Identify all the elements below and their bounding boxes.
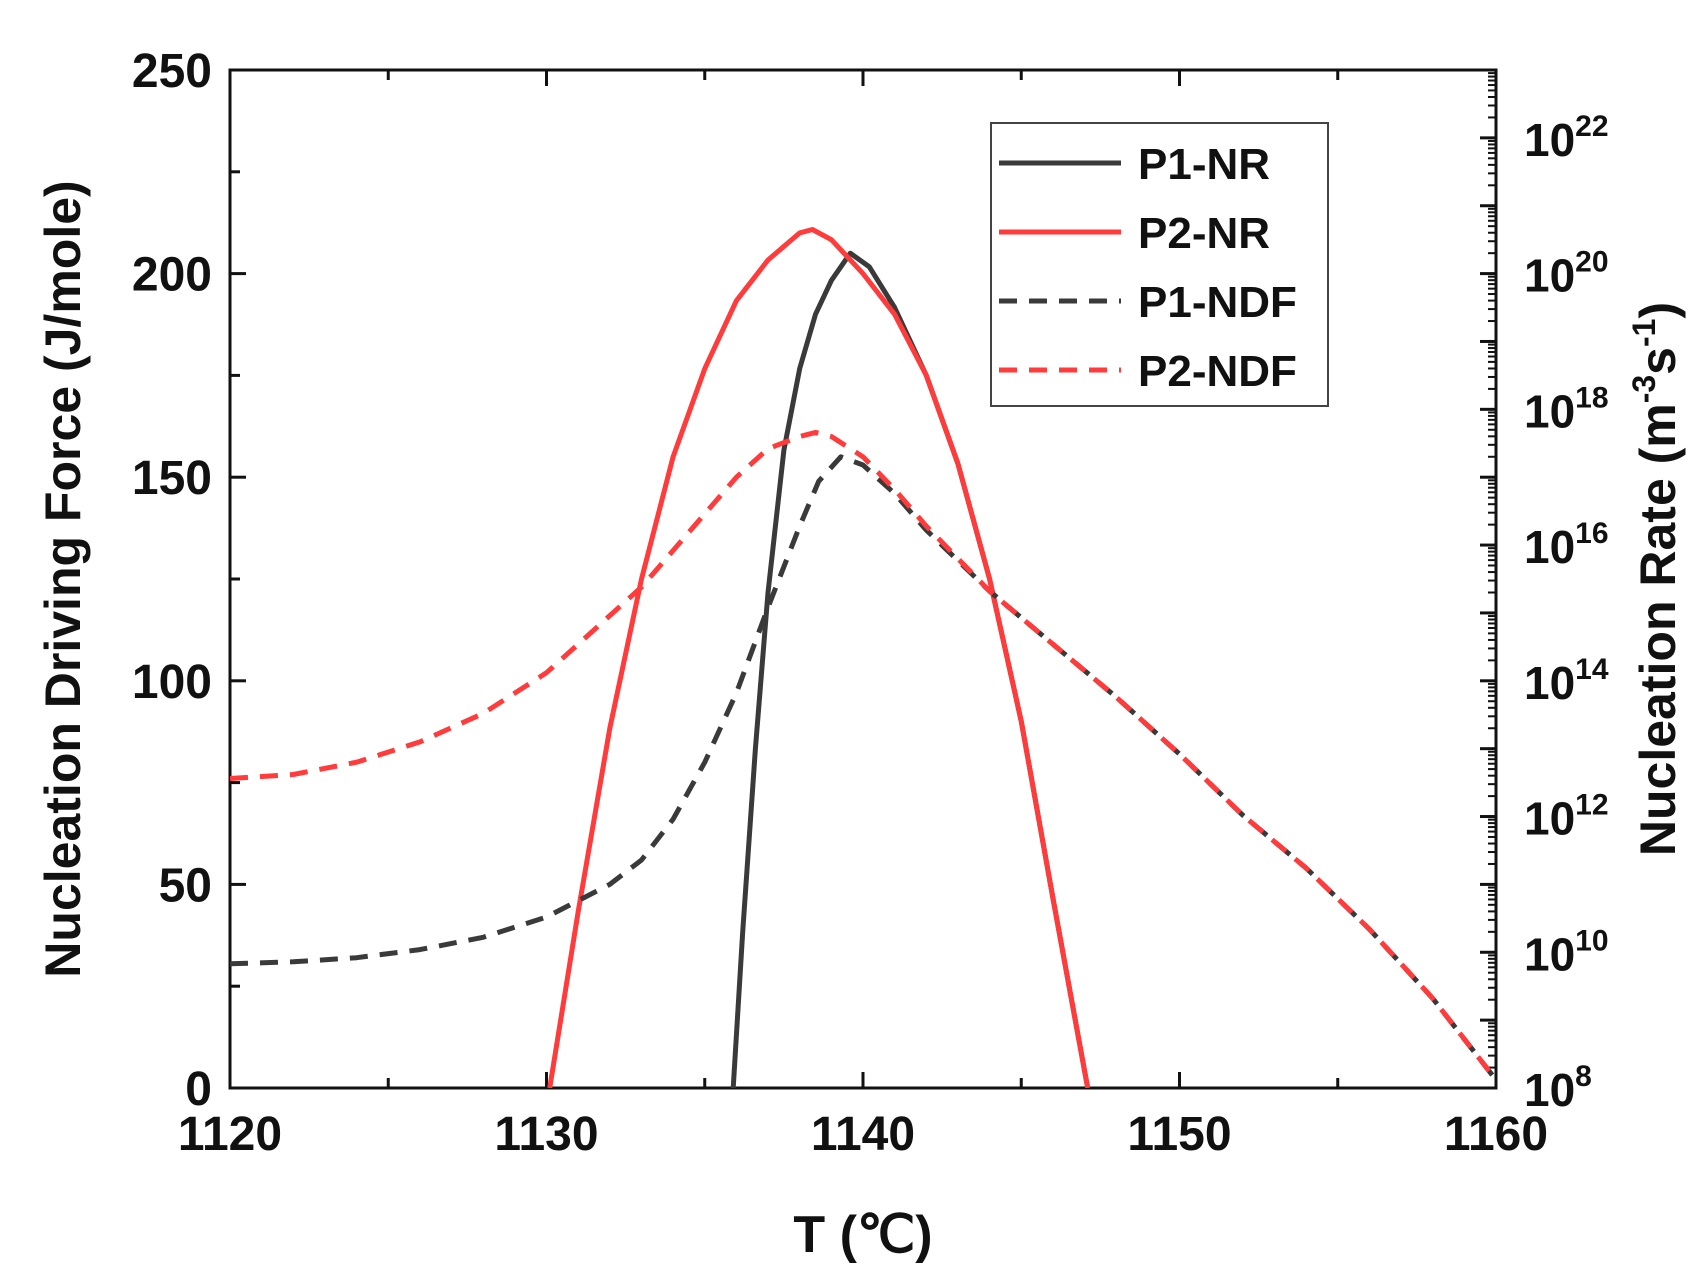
y2-tick-exp: 20 [1575,246,1608,279]
x-tick-label: 1160 [1444,1108,1548,1161]
y2-title-close: ) [1630,302,1686,319]
y-tick-label: 0 [185,1063,212,1116]
y2-title-base2: s [1630,347,1686,375]
legend-box [990,122,1329,407]
y-tick-labels: 0 50 100 150 200 250 [132,45,212,1116]
y2-tick-base: 10 [1524,657,1575,709]
x-tick-label: 1130 [494,1108,598,1161]
y-tick-label: 250 [132,45,212,98]
y2-title-exp2: -1 [1626,319,1662,347]
series-line-p2-nr [547,227,1091,1088]
y2-tick-exp: 12 [1575,789,1608,822]
y2-title-exp1: -3 [1626,375,1662,403]
y2-tick-label: 108 [1524,1060,1592,1116]
x-tick-labels: 1120 1130 1140 1150 1160 [178,1108,1548,1161]
legend-label-p1-nr: P1-NR [1138,140,1270,189]
y2-tick-exp: 14 [1575,653,1609,686]
y2-tick-base: 10 [1524,1064,1575,1116]
series-line-p2-ndf [230,429,1496,1082]
y-tick-label: 200 [132,249,212,302]
x-tick-label: 1150 [1127,1108,1231,1161]
legend-label-p2-ndf: P2-NDF [1138,347,1297,396]
legend: P1-NR P2-NR P1-NDF P2-NDF [990,122,1329,407]
y-axis-left-ticks [230,68,246,1090]
x-tick-label: 1140 [811,1108,915,1161]
y2-tick-label: 1016 [1524,517,1609,573]
y2-tick-exp: 8 [1575,1060,1592,1093]
y2-tick-label: 1012 [1524,789,1609,845]
y2-tick-exp: 16 [1575,517,1608,550]
y2-tick-base: 10 [1524,521,1575,573]
y2-tick-label: 1020 [1524,246,1609,302]
y2-tick-label: 1022 [1524,110,1609,166]
y2-tick-exp: 10 [1575,924,1608,957]
y2-tick-label: 1010 [1524,924,1609,980]
y2-tick-base: 10 [1524,928,1575,980]
legend-label-p1-ndf: P1-NDF [1138,278,1297,327]
series-line-p1-ndf [230,454,1496,1082]
y2-tick-base: 10 [1524,114,1575,166]
y2-tick-base: 10 [1524,793,1575,845]
x-tick-label: 1120 [178,1108,282,1161]
y-tick-label: 150 [132,452,212,505]
y-axis-right-title: Nucleation Rate (m-3s-1) [1626,302,1686,856]
x-axis-ticks [228,70,1498,1088]
legend-label-p2-nr: P2-NR [1138,209,1270,258]
y2-tick-base: 10 [1524,250,1575,302]
y2-tick-exp: 22 [1575,110,1608,143]
y2-title-base1: Nucleation Rate (m [1630,403,1686,856]
y2-tick-base: 10 [1524,385,1575,437]
y-axis-left-title: Nucleation Driving Force (J/mole) [35,180,91,977]
y-tick-label: 50 [159,859,212,912]
plot-area [230,227,1496,1088]
x-axis-title: T (℃) [793,1206,932,1264]
y-axis-right-ticks [1480,72,1496,1090]
y2-tick-exp: 18 [1575,381,1608,414]
y2-tick-label: 1018 [1524,381,1609,437]
y-tick-label: 100 [132,656,212,709]
y2-tick-label: 1014 [1524,653,1609,709]
